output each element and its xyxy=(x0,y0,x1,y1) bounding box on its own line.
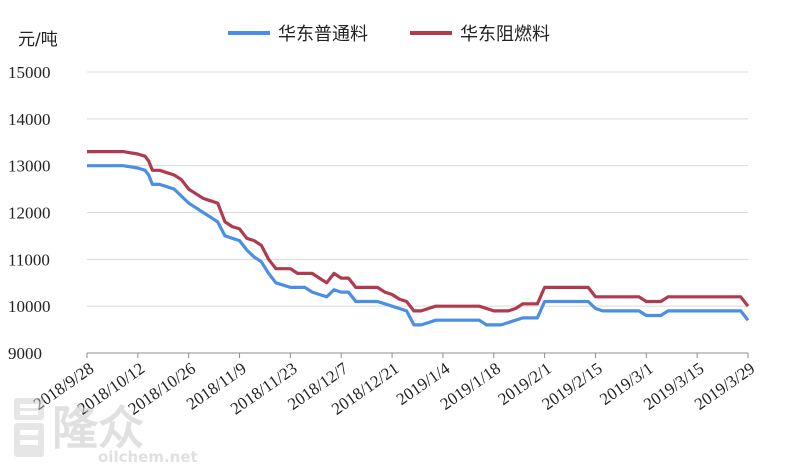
y-tick-label: 10000 xyxy=(8,297,51,316)
y-tick-label: 9000 xyxy=(8,344,42,363)
y-tick-label: 14000 xyxy=(8,110,51,129)
oilchem-watermark: 隆众 oilchem.net xyxy=(14,398,198,466)
series-lines xyxy=(87,150,750,327)
y-tick-label: 12000 xyxy=(8,204,51,223)
watermark-brand-text: 隆众 xyxy=(52,401,144,455)
series-line-2 xyxy=(87,150,750,313)
y-tick-label: 11000 xyxy=(8,250,50,269)
legend-label-1: 华东普通料 xyxy=(278,24,368,45)
y-axis-unit-label: 元/吨 xyxy=(18,30,58,50)
legend: 华东普通料 华东阻燃料 xyxy=(228,24,550,45)
y-tick-label: 13000 xyxy=(8,157,51,176)
gridlines xyxy=(87,71,748,307)
legend-label-2: 华东阻燃料 xyxy=(460,24,550,45)
oilchem-logo-icon xyxy=(14,398,44,457)
watermark-site-text: oilchem.net xyxy=(98,448,198,466)
y-axis-ticks: 9000 10000 11000 12000 13000 14000 15000 xyxy=(8,63,51,363)
series-line-1 xyxy=(87,164,750,327)
y-tick-label: 15000 xyxy=(8,63,51,82)
